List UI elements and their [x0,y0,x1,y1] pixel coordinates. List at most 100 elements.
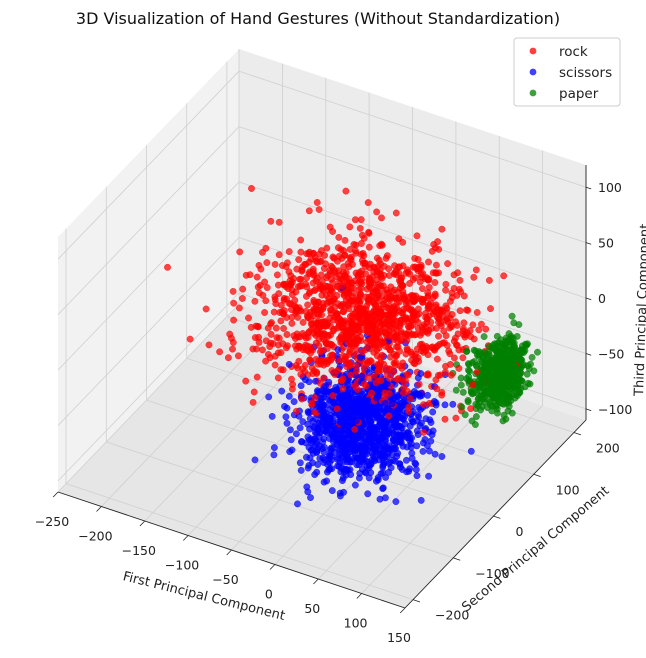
point-rock [328,341,336,349]
point-rock [274,349,282,357]
point-rock [306,356,314,364]
point-rock [319,285,326,292]
point-scissors [326,406,334,413]
point-scissors [303,483,311,491]
point-rock [250,388,258,396]
point-rock [387,346,394,354]
point-scissors [380,460,388,468]
point-rock [419,298,426,306]
point-rock [375,297,383,305]
point-rock [469,381,477,389]
point-rock [319,305,327,313]
point-rock [229,345,236,353]
point-rock [274,374,282,382]
legend: rock scissors paper [513,37,621,107]
point-rock [264,351,272,358]
point-rock [393,376,401,383]
point-scissors [412,460,420,468]
point-rock [277,317,285,325]
grid-line [57,181,240,371]
point-rock [354,386,361,393]
point-paper [481,357,489,364]
point-scissors [333,441,341,449]
point-scissors [377,414,385,422]
point-rock [347,371,354,379]
legend-label-paper: paper [559,86,599,102]
chart-title: 3D Visualization of Hand Gestures (Witho… [76,9,560,28]
point-scissors [365,435,373,443]
point-scissors [413,472,421,480]
z-tick-label: 50 [598,236,614,251]
point-rock [446,297,454,305]
point-scissors [358,372,366,380]
point-scissors [308,439,316,447]
point-scissors [316,454,324,462]
point-scissors [357,443,365,451]
point-rock [275,251,283,259]
point-rock [378,351,386,359]
point-rock [423,315,431,322]
point-rock [368,337,376,345]
point-rock [340,247,347,255]
point-rock [387,283,395,291]
point-rock [202,305,210,313]
point-rock [500,272,508,280]
point-rock [413,311,421,319]
point-rock [365,374,373,382]
point-scissors [298,438,306,445]
x-tick-label: −250 [35,514,69,529]
point-rock [338,282,346,290]
point-rock [255,261,263,269]
point-paper [486,378,494,386]
point-rock [454,269,461,277]
point-rock [404,268,412,276]
point-rock [292,361,300,369]
point-rock [425,258,432,266]
point-scissors [429,427,437,435]
point-rock [357,216,365,224]
point-rock [450,354,458,362]
point-rock [266,343,274,350]
point-rock [328,306,335,314]
point-rock [414,325,422,332]
point-paper [492,402,500,410]
point-rock [358,316,366,324]
point-rock [292,303,300,311]
point-paper [485,350,493,358]
point-rock [312,301,320,309]
point-scissors [296,459,304,467]
point-paper [524,379,532,387]
x-axis-ticks: −250 −200 −150 −100 −50 0 50 100 150 [35,491,411,645]
point-rock [398,274,405,282]
point-rock [286,300,294,308]
x-axis-label: First Principal Component [121,569,286,624]
point-rock [315,206,323,213]
point-rock [273,271,281,279]
point-scissors [299,418,307,425]
data-points [164,185,541,508]
grid-line [57,70,240,260]
point-rock [405,403,413,411]
point-scissors [388,400,396,408]
point-paper [480,333,488,340]
point-rock [430,241,438,248]
point-rock [313,320,321,328]
point-rock [271,293,279,301]
y-tick-label-mark [573,432,582,436]
y-tick-label-mark [453,557,461,561]
point-rock [431,279,439,286]
grid-line [65,483,414,600]
point-rock [300,332,308,340]
point-rock [412,330,420,338]
grid-line [238,70,587,188]
z-tick-label-mark [585,186,592,190]
x-tick-label-mark [183,535,189,541]
point-rock [374,330,382,338]
point-rock [413,232,421,240]
point-rock [339,385,347,393]
point-paper [534,348,541,356]
point-scissors [414,374,422,382]
point-paper [515,321,523,328]
point-rock [432,376,440,384]
